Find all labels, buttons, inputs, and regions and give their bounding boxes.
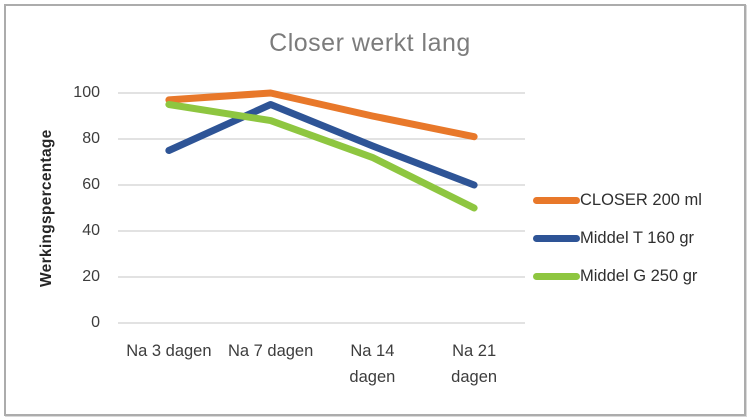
x-tick-label: Na 21 dagen — [451, 342, 498, 387]
x-tick-label: Na 3 dagen — [126, 342, 212, 360]
legend-swatch — [533, 196, 580, 204]
legend-item: CLOSER 200 ml — [533, 181, 702, 219]
series-line-closer-200-ml — [165, 89, 478, 141]
legend-swatch — [533, 234, 580, 242]
series-line-middel-g-250-gr — [165, 101, 478, 212]
y-tick-label: 20 — [82, 268, 100, 285]
series-line-middel-t-160-gr — [165, 101, 478, 189]
y-tick-label: 0 — [91, 314, 100, 331]
x-tick-label: Na 14 dagen — [349, 342, 396, 387]
legend-label: Middel G 250 gr — [580, 266, 698, 285]
legend: CLOSER 200 ml Middel T 160 gr Middel G 250… — [533, 181, 702, 295]
legend-item: Middel T 160 gr — [533, 219, 702, 257]
y-tick-label: 60 — [82, 176, 100, 193]
legend-swatch — [533, 272, 580, 280]
y-tick-label: 40 — [82, 222, 100, 239]
y-tick-label: 80 — [82, 130, 100, 147]
legend-label: CLOSER 200 ml — [580, 190, 702, 209]
legend-label: Middel T 160 gr — [580, 228, 695, 247]
y-tick-label: 100 — [73, 84, 100, 101]
x-tick-label: Na 7 dagen — [227, 342, 314, 360]
legend-item: Middel G 250 gr — [533, 257, 702, 295]
chart-title: Closer werkt lang — [269, 29, 471, 57]
